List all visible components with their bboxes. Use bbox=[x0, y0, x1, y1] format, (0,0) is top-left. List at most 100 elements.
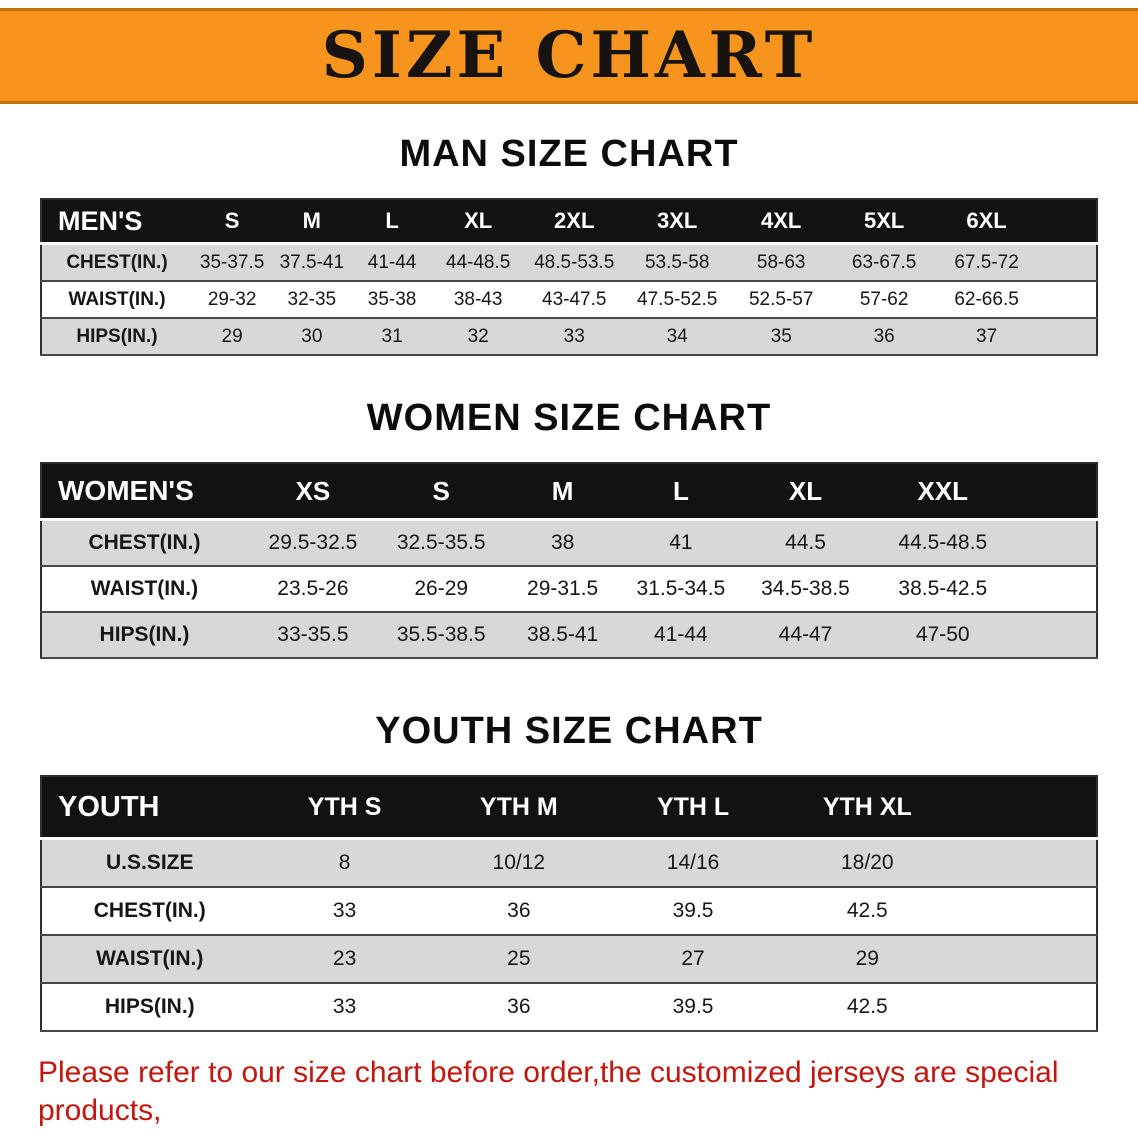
youth-section-heading: YOUTH SIZE CHART bbox=[375, 710, 763, 752]
row-label-cell: WAIST(IN.) bbox=[41, 935, 258, 984]
spacer-cell bbox=[1037, 318, 1097, 356]
value-cell: 25 bbox=[431, 935, 606, 984]
youth-size-xl: YTH XL bbox=[780, 776, 955, 840]
women-size-xs: XS bbox=[246, 463, 379, 521]
men-size-5xl: 5XL bbox=[832, 199, 936, 245]
value-cell: 29-32 bbox=[192, 281, 273, 319]
value-cell: 38 bbox=[503, 519, 622, 567]
value-cell: 8 bbox=[257, 838, 432, 888]
value-cell: 37.5-41 bbox=[272, 243, 352, 282]
row-label-cell: HIPS(IN.) bbox=[41, 983, 258, 1032]
men-header-row: MEN'S S M L XL 2XL 3XL 4XL 5XL 6XL bbox=[41, 199, 1097, 245]
disclaimer-text: Please refer to our size chart before or… bbox=[38, 1054, 1100, 1132]
value-cell: 18/20 bbox=[780, 838, 955, 888]
value-cell: 44.5-48.5 bbox=[870, 519, 1015, 567]
value-cell: 63-67.5 bbox=[832, 243, 936, 282]
row-label-cell: CHEST(IN.) bbox=[41, 243, 192, 282]
value-cell: 35 bbox=[729, 318, 833, 356]
women-size-m: M bbox=[503, 463, 622, 521]
men-size-6xl: 6XL bbox=[935, 199, 1038, 245]
spacer-cell bbox=[1014, 612, 1097, 659]
value-cell: 47-50 bbox=[870, 612, 1015, 659]
row-label-cell: HIPS(IN.) bbox=[41, 612, 247, 659]
men-size-l: L bbox=[351, 199, 433, 245]
men-chest-row: CHEST(IN.) 35-37.5 37.5-41 41-44 44-48.5… bbox=[41, 243, 1097, 282]
value-cell: 32-35 bbox=[272, 281, 352, 319]
women-section-heading: WOMEN SIZE CHART bbox=[366, 397, 772, 439]
value-cell: 41-44 bbox=[621, 612, 741, 659]
men-waist-row: WAIST(IN.) 29-32 32-35 35-38 38-43 43-47… bbox=[41, 281, 1097, 319]
value-cell: 57-62 bbox=[832, 281, 936, 319]
row-label-cell: CHEST(IN.) bbox=[41, 887, 258, 936]
youth-size-table: YOUTH YTH S YTH M YTH L YTH XL U.S.SIZE … bbox=[40, 775, 1098, 1032]
value-cell: 33-35.5 bbox=[246, 612, 379, 659]
spacer-cell bbox=[1037, 281, 1097, 319]
men-hips-row: HIPS(IN.) 29 30 31 32 33 34 35 36 37 bbox=[41, 318, 1097, 356]
value-cell: 41-44 bbox=[351, 243, 433, 282]
men-group-label: MEN'S bbox=[41, 199, 192, 245]
value-cell: 35-38 bbox=[351, 281, 433, 319]
row-label-cell: WAIST(IN.) bbox=[41, 281, 192, 319]
value-cell: 36 bbox=[431, 887, 606, 936]
youth-hips-row: HIPS(IN.) 33 36 39.5 42.5 bbox=[41, 983, 1097, 1032]
row-label-cell: U.S.SIZE bbox=[41, 838, 258, 888]
men-size-m: M bbox=[272, 199, 352, 245]
value-cell: 42.5 bbox=[780, 983, 955, 1032]
disclaimer-line-1: Please refer to our size chart before or… bbox=[38, 1056, 1059, 1127]
youth-header-row: YOUTH YTH S YTH M YTH L YTH XL bbox=[41, 776, 1097, 840]
value-cell: 29 bbox=[192, 318, 273, 356]
size-chart-banner: SIZE CHART bbox=[0, 8, 1138, 104]
spacer-cell bbox=[1014, 566, 1097, 613]
value-cell: 52.5-57 bbox=[729, 281, 833, 319]
value-cell: 29.5-32.5 bbox=[246, 519, 379, 567]
spacer-cell bbox=[1037, 199, 1097, 245]
youth-chest-row: CHEST(IN.) 33 36 39.5 42.5 bbox=[41, 887, 1097, 936]
value-cell: 36 bbox=[832, 318, 936, 356]
women-header-row: WOMEN'S XS S M L XL XXL bbox=[41, 463, 1097, 521]
spacer-cell bbox=[1014, 463, 1097, 521]
value-cell: 42.5 bbox=[780, 887, 955, 936]
value-cell: 35.5-38.5 bbox=[378, 612, 504, 659]
women-size-xl: XL bbox=[740, 463, 871, 521]
value-cell: 30 bbox=[272, 318, 352, 356]
women-waist-row: WAIST(IN.) 23.5-26 26-29 29-31.5 31.5-34… bbox=[41, 566, 1097, 613]
value-cell: 53.5-58 bbox=[624, 243, 730, 282]
value-cell: 10/12 bbox=[431, 838, 606, 888]
women-size-l: L bbox=[621, 463, 741, 521]
value-cell: 33 bbox=[523, 318, 625, 356]
men-size-2xl: 2XL bbox=[523, 199, 625, 245]
youth-size-s: YTH S bbox=[257, 776, 432, 840]
spacer-cell bbox=[954, 776, 1097, 840]
women-size-table: WOMEN'S XS S M L XL XXL CHEST(IN.) 29.5-… bbox=[40, 462, 1098, 659]
value-cell: 38.5-41 bbox=[503, 612, 622, 659]
value-cell: 44.5 bbox=[740, 519, 871, 567]
women-chest-row: CHEST(IN.) 29.5-32.5 32.5-35.5 38 41 44.… bbox=[41, 519, 1097, 567]
value-cell: 44-47 bbox=[740, 612, 871, 659]
women-hips-row: HIPS(IN.) 33-35.5 35.5-38.5 38.5-41 41-4… bbox=[41, 612, 1097, 659]
value-cell: 23.5-26 bbox=[246, 566, 379, 613]
women-size-s: S bbox=[378, 463, 504, 521]
banner-title: SIZE CHART bbox=[321, 18, 817, 93]
row-label-cell: CHEST(IN.) bbox=[41, 519, 247, 567]
value-cell: 29-31.5 bbox=[503, 566, 622, 613]
value-cell: 48.5-53.5 bbox=[523, 243, 625, 282]
spacer-cell bbox=[954, 838, 1097, 888]
youth-ussize-row: U.S.SIZE 8 10/12 14/16 18/20 bbox=[41, 838, 1097, 888]
men-size-4xl: 4XL bbox=[729, 199, 833, 245]
value-cell: 33 bbox=[257, 983, 432, 1032]
value-cell: 38.5-42.5 bbox=[870, 566, 1015, 613]
value-cell: 33 bbox=[257, 887, 432, 936]
value-cell: 31.5-34.5 bbox=[621, 566, 741, 613]
spacer-cell bbox=[954, 983, 1097, 1032]
value-cell: 29 bbox=[780, 935, 955, 984]
men-size-s: S bbox=[192, 199, 273, 245]
youth-size-l: YTH L bbox=[605, 776, 781, 840]
value-cell: 27 bbox=[605, 935, 781, 984]
value-cell: 39.5 bbox=[605, 983, 781, 1032]
value-cell: 32.5-35.5 bbox=[378, 519, 504, 567]
spacer-cell bbox=[1014, 519, 1097, 567]
youth-size-m: YTH M bbox=[431, 776, 606, 840]
value-cell: 34.5-38.5 bbox=[740, 566, 871, 613]
value-cell: 31 bbox=[351, 318, 433, 356]
